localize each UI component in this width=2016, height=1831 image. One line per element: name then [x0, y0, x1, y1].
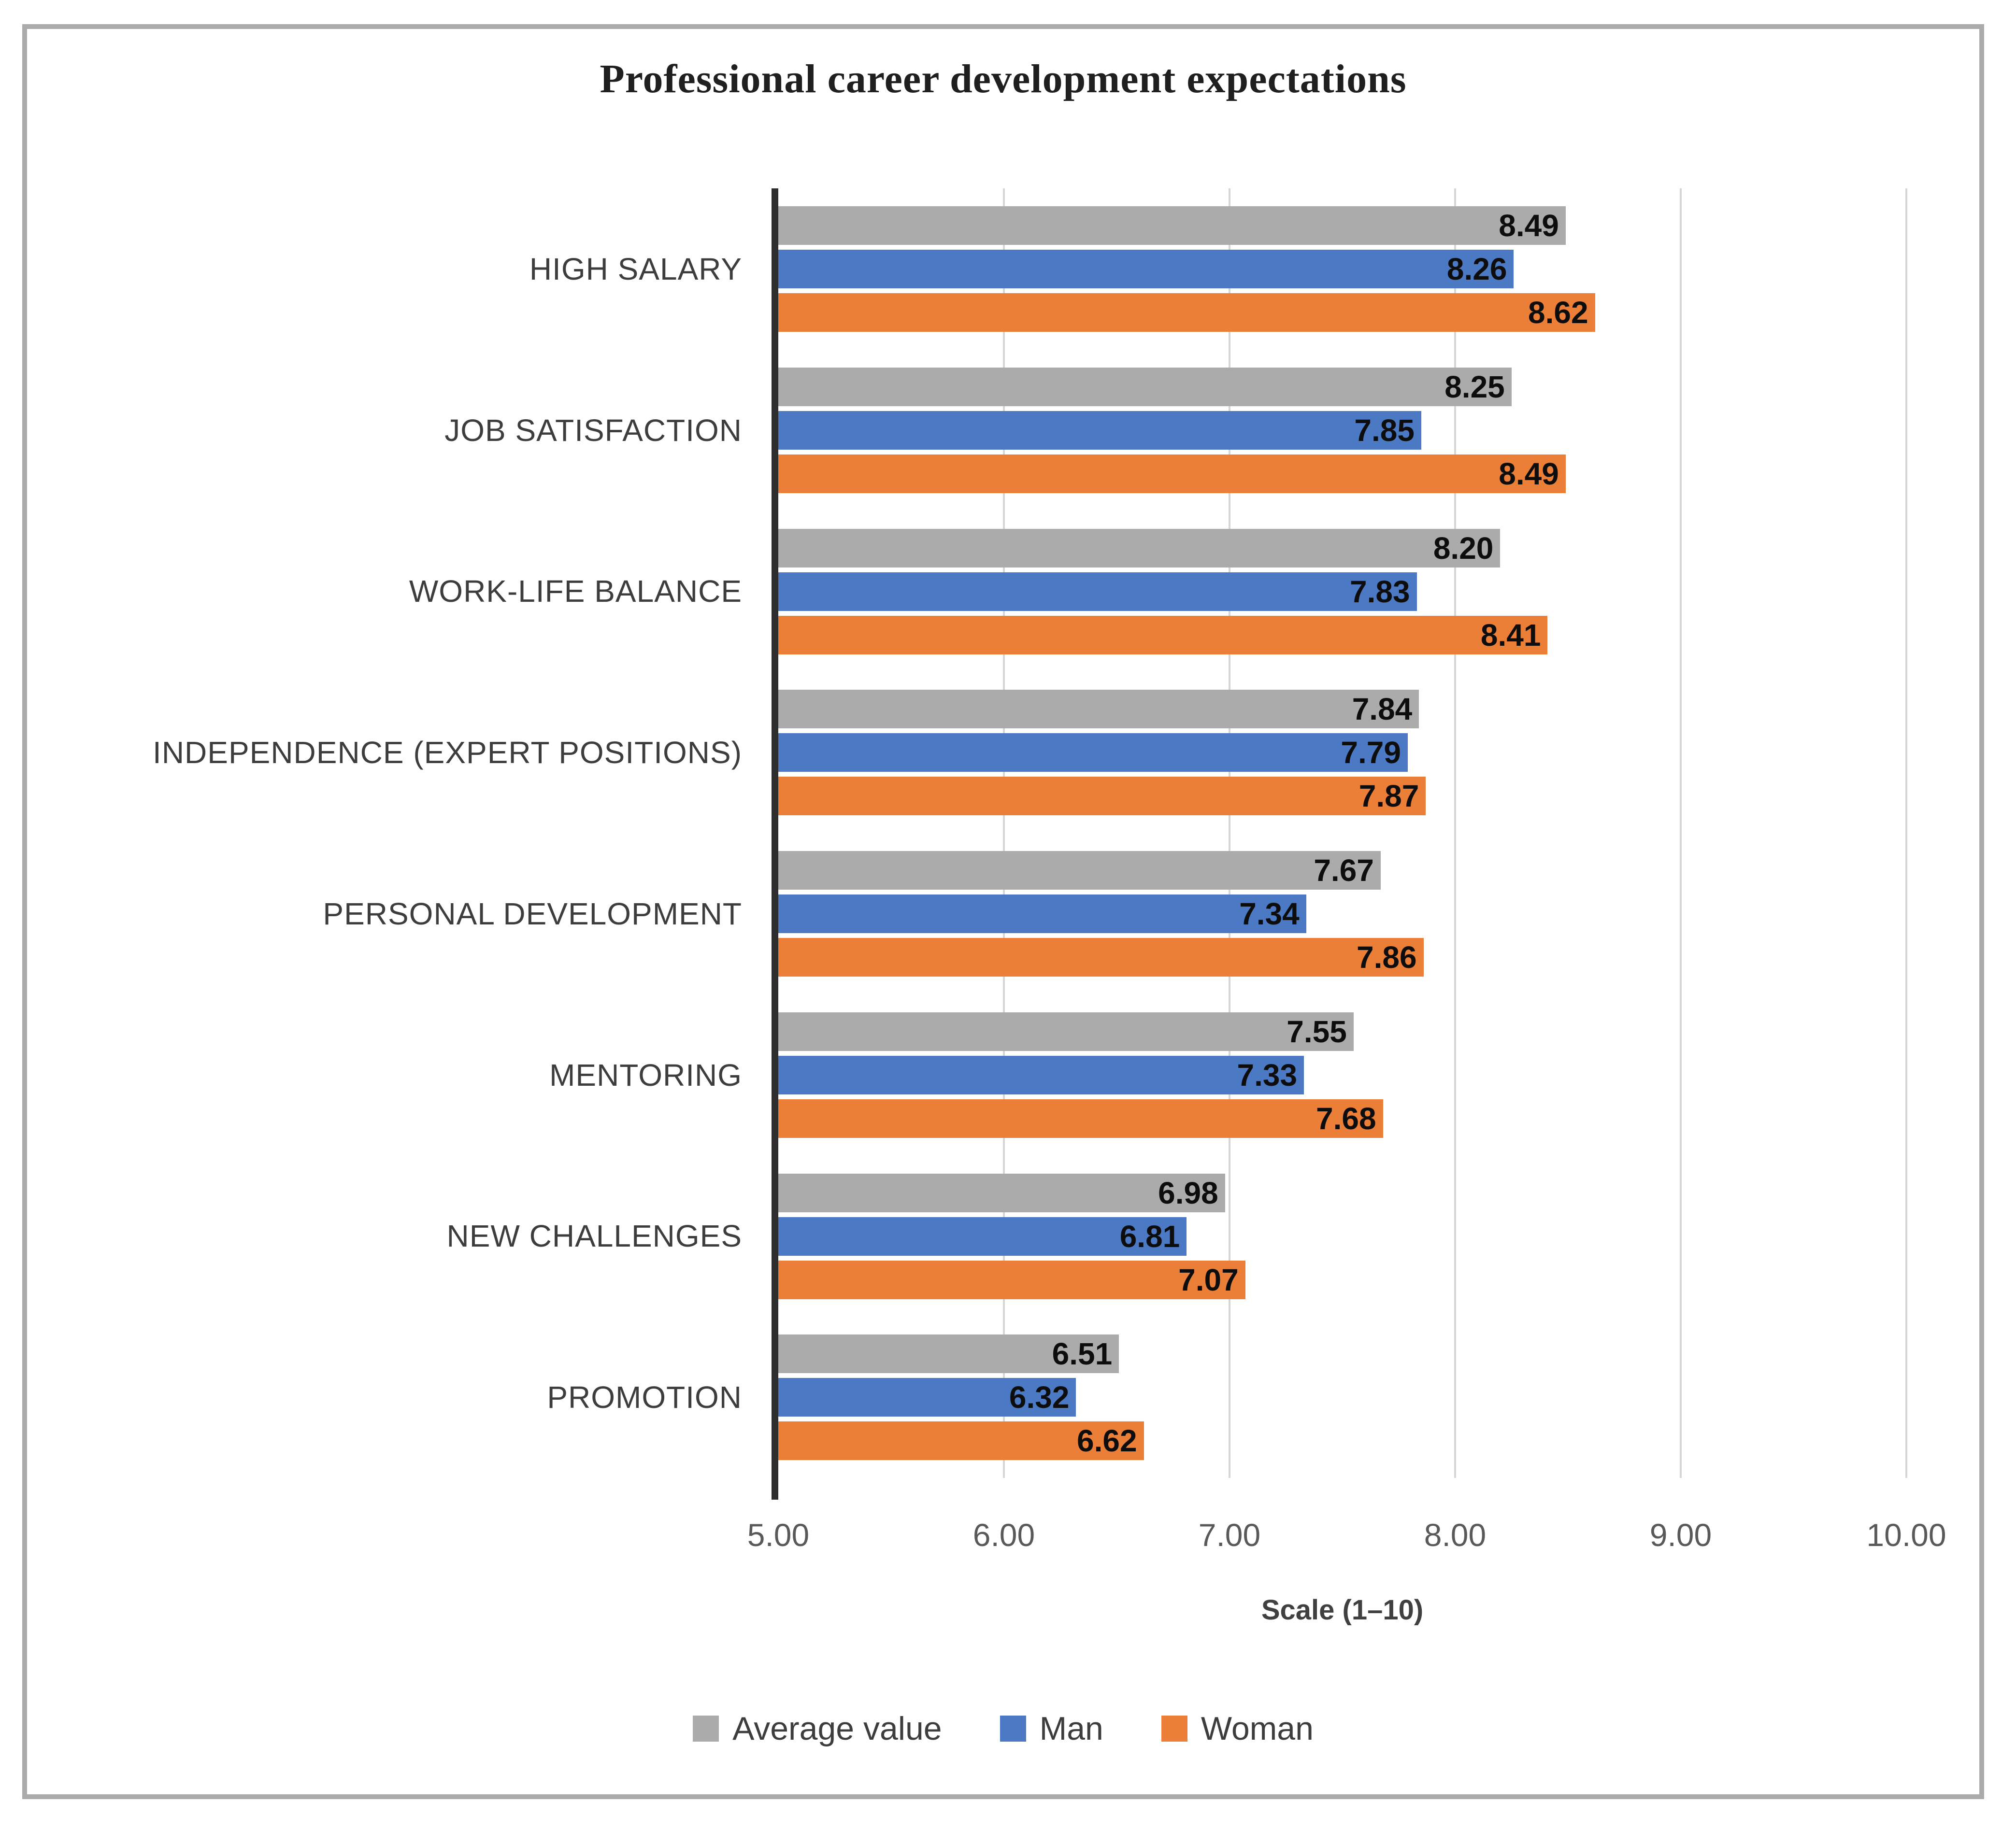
bar-value-label: 6.32	[1009, 1380, 1070, 1415]
bar-value-label: 7.55	[1287, 1014, 1347, 1049]
x-tick-label: 8.00	[1424, 1517, 1487, 1553]
legend: Average value Man Woman	[27, 1710, 1979, 1747]
bar-value-label: 7.34	[1239, 896, 1300, 931]
bar-man-job-satisfaction: 7.85	[778, 411, 1421, 450]
bar-value-label: 8.62	[1528, 295, 1588, 330]
bar-man-promotion: 6.32	[778, 1378, 1076, 1417]
bar-woman-promotion: 6.62	[778, 1421, 1144, 1461]
legend-label: Woman	[1201, 1710, 1314, 1747]
bar-value-label: 6.98	[1158, 1175, 1218, 1210]
bar-value-label: 8.25	[1444, 369, 1505, 404]
bar-value-label: 7.86	[1357, 940, 1417, 975]
chart-frame: Professional career development expectat…	[22, 24, 1984, 1799]
x-tick-label: 6.00	[972, 1517, 1035, 1553]
bar-average-value-high-salary: 8.49	[778, 206, 1566, 245]
x-tick-label: 7.00	[1198, 1517, 1261, 1553]
category-label-high-salary: HIGH SALARY	[529, 251, 742, 286]
bar-value-label: 7.87	[1358, 779, 1419, 814]
bar-woman-job-satisfaction: 8.49	[778, 454, 1566, 493]
category-label-job-satisfaction: JOB SATISFACTION	[444, 412, 742, 448]
legend-label: Average value	[732, 1710, 942, 1747]
bar-value-label: 6.81	[1119, 1219, 1180, 1254]
bar-value-label: 7.68	[1315, 1101, 1376, 1136]
bar-value-label: 8.20	[1433, 530, 1494, 566]
gridline	[1003, 188, 1005, 1478]
category-label-independence-expert-positions: INDEPENDENCE (EXPERT POSITIONS)	[153, 735, 742, 770]
bar-value-label: 8.49	[1499, 456, 1559, 491]
bar-average-value-independence-expert-positions: 7.84	[778, 690, 1419, 729]
bar-average-value-mentoring: 7.55	[778, 1012, 1354, 1051]
bar-man-new-challenges: 6.81	[778, 1217, 1187, 1256]
bar-woman-independence-expert-positions: 7.87	[778, 777, 1426, 816]
category-label-promotion: PROMOTION	[547, 1380, 742, 1415]
x-tick-label: 5.00	[747, 1517, 810, 1553]
bar-value-label: 6.62	[1076, 1423, 1137, 1459]
bar-average-value-job-satisfaction: 8.25	[778, 367, 1512, 406]
plot-area: 8.49 8.26 8.62 8.25 7.85 8.49 8.20 7.83 8.41 7.84…	[772, 188, 1907, 1500]
category-label-work-life-balance: WORK-LIFE BALANCE	[409, 574, 742, 609]
x-axis-title: Scale (1–10)	[1261, 1594, 1424, 1626]
legend-item-woman: Woman	[1161, 1710, 1314, 1747]
bar-average-value-personal-development: 7.67	[778, 851, 1381, 890]
bar-value-label: 8.49	[1499, 208, 1559, 243]
bar-value-label: 7.85	[1354, 412, 1415, 448]
bar-man-personal-development: 7.34	[778, 894, 1306, 933]
bar-woman-personal-development: 7.86	[778, 938, 1424, 977]
legend-swatch-man	[1000, 1716, 1026, 1742]
gridline	[1229, 188, 1230, 1478]
bar-value-label: 7.67	[1314, 853, 1374, 888]
x-tick-label: 9.00	[1649, 1517, 1712, 1553]
bar-average-value-new-challenges: 6.98	[778, 1173, 1225, 1212]
bar-value-label: 7.83	[1350, 574, 1410, 609]
gridline	[1680, 188, 1682, 1478]
bar-average-value-promotion: 6.51	[778, 1334, 1119, 1374]
bar-man-independence-expert-positions: 7.79	[778, 733, 1408, 772]
bar-value-label: 7.79	[1341, 735, 1401, 770]
bar-woman-new-challenges: 7.07	[778, 1260, 1245, 1299]
legend-swatch-woman	[1161, 1716, 1187, 1742]
x-tick-label: 10.00	[1866, 1517, 1946, 1553]
legend-item-man: Man	[1000, 1710, 1103, 1747]
bar-man-mentoring: 7.33	[778, 1055, 1304, 1094]
gridline	[1905, 188, 1907, 1478]
y-axis-line	[772, 188, 778, 1500]
bar-woman-work-life-balance: 8.41	[778, 615, 1548, 654]
bar-woman-mentoring: 7.68	[778, 1099, 1383, 1138]
gridline	[1454, 188, 1456, 1478]
bar-value-label: 7.84	[1352, 692, 1413, 727]
category-label-personal-development: PERSONAL DEVELOPMENT	[323, 896, 742, 931]
category-label-mentoring: MENTORING	[549, 1057, 742, 1093]
bar-value-label: 8.41	[1480, 617, 1541, 653]
bar-value-label: 7.33	[1237, 1057, 1298, 1093]
bar-average-value-work-life-balance: 8.20	[778, 528, 1501, 568]
bar-man-work-life-balance: 7.83	[778, 572, 1417, 611]
chart-title: Professional career development expectat…	[600, 57, 1407, 101]
bar-value-label: 7.07	[1178, 1262, 1239, 1297]
legend-swatch-average-value	[693, 1716, 719, 1742]
legend-item-average-value: Average value	[693, 1710, 942, 1747]
bar-man-high-salary: 8.26	[778, 250, 1514, 288]
category-label-new-challenges: NEW CHALLENGES	[446, 1219, 742, 1254]
bar-value-label: 8.26	[1446, 252, 1507, 286]
bar-value-label: 6.51	[1052, 1336, 1113, 1372]
legend-label: Man	[1039, 1710, 1103, 1747]
bar-woman-high-salary: 8.62	[778, 293, 1595, 332]
